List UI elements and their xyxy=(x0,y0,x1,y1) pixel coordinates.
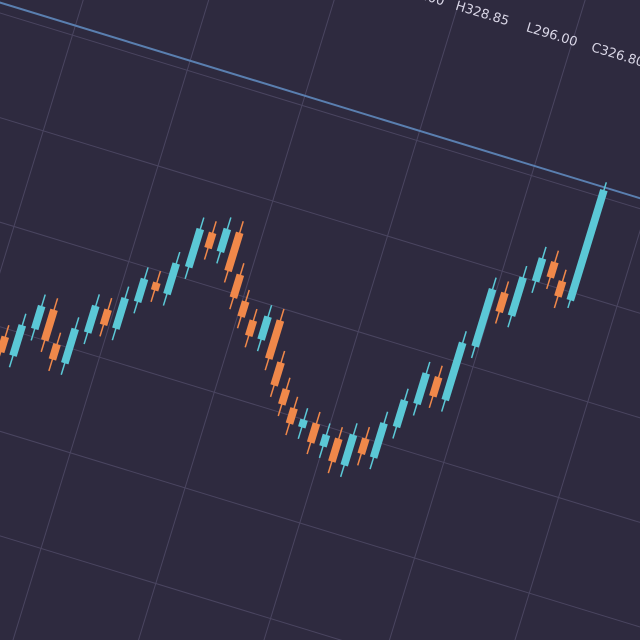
candle-body xyxy=(9,324,27,357)
candle-body xyxy=(30,304,46,331)
candle-body xyxy=(340,433,358,467)
candle-body xyxy=(133,277,149,303)
candle-body xyxy=(413,372,431,406)
candle-body xyxy=(441,341,467,402)
candle-body xyxy=(285,407,298,425)
candle-body xyxy=(41,308,58,342)
candle-body xyxy=(61,327,79,365)
candle-body xyxy=(319,433,331,448)
candle-body xyxy=(357,437,370,456)
candle-body xyxy=(237,300,250,318)
candle-body xyxy=(369,422,388,459)
price-level-line xyxy=(0,0,640,290)
candle-body xyxy=(184,227,205,269)
candle-body xyxy=(495,291,509,314)
candle-body xyxy=(554,280,567,298)
candle-body xyxy=(163,262,180,296)
candle-body xyxy=(306,422,321,444)
candle-body xyxy=(566,189,608,302)
candle-body xyxy=(204,231,217,250)
candle-body xyxy=(99,308,112,327)
candles xyxy=(0,182,608,478)
candle-body xyxy=(429,376,443,398)
candle-body xyxy=(150,281,161,292)
candle-body xyxy=(471,287,497,348)
candle-body xyxy=(112,296,129,330)
candle-body xyxy=(229,273,245,299)
candle-body xyxy=(245,319,258,337)
candle-body xyxy=(265,319,285,360)
candle-body xyxy=(270,361,285,387)
candle-body xyxy=(546,261,559,279)
candle-body xyxy=(531,257,547,283)
candle-body xyxy=(392,399,409,429)
candle-body xyxy=(0,335,10,354)
candle-body xyxy=(224,231,244,273)
candle-body xyxy=(83,304,100,334)
candle-body xyxy=(257,315,272,341)
candle-body xyxy=(298,418,308,429)
candle-body xyxy=(328,437,343,463)
candle-body xyxy=(48,343,61,361)
candle-body xyxy=(507,276,527,317)
candle-body xyxy=(278,388,291,406)
candle-body xyxy=(216,227,232,254)
